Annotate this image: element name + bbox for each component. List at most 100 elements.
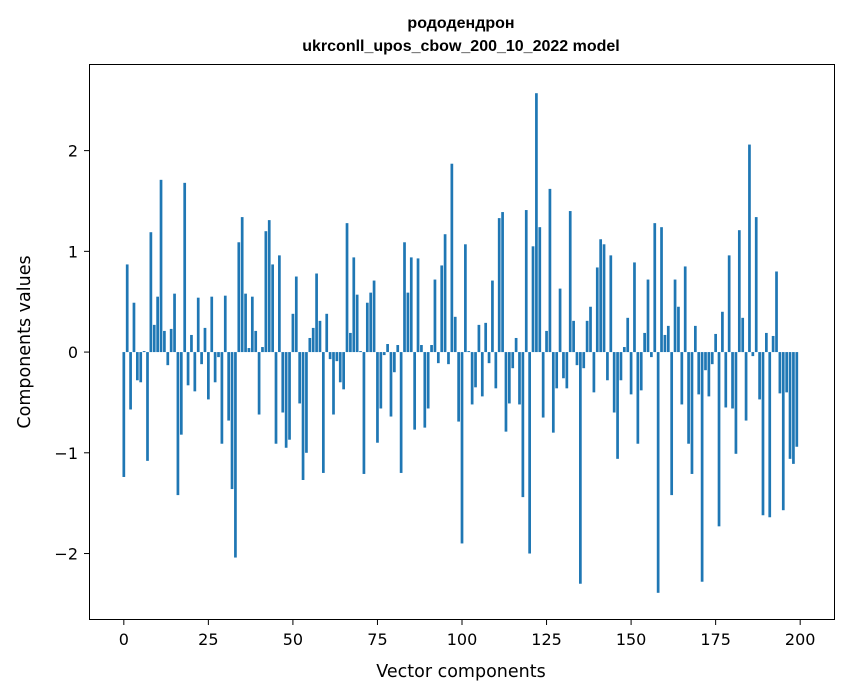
bar	[406, 292, 410, 353]
bar	[443, 234, 447, 353]
bar	[656, 352, 660, 593]
bar	[176, 352, 180, 496]
bar	[311, 327, 315, 353]
bar	[163, 330, 166, 353]
bar	[639, 352, 643, 391]
bar	[626, 317, 630, 353]
x-tick-label: 125	[531, 630, 562, 649]
bar	[156, 296, 159, 353]
bar	[484, 322, 488, 353]
bar	[599, 239, 603, 353]
bar	[629, 352, 633, 395]
bar	[349, 332, 352, 353]
y-tick-label: 1	[68, 242, 78, 261]
bar	[362, 352, 366, 474]
bar	[179, 352, 183, 435]
bar	[389, 352, 393, 417]
bar	[470, 352, 474, 405]
bar	[142, 351, 146, 353]
bar	[650, 352, 653, 358]
bar	[210, 296, 214, 353]
bar	[643, 332, 646, 353]
bar	[152, 324, 156, 353]
bar	[487, 352, 491, 364]
bar	[186, 352, 190, 386]
bar	[660, 227, 663, 353]
bar	[704, 352, 707, 371]
bar	[230, 352, 234, 490]
bar	[474, 352, 477, 388]
y-tick-label: 0	[68, 343, 78, 362]
bar	[237, 242, 241, 353]
bar	[589, 306, 592, 353]
bar	[758, 352, 761, 400]
bar	[768, 352, 772, 518]
bar	[555, 352, 559, 389]
bar	[335, 352, 339, 362]
bar	[744, 352, 748, 421]
bar	[663, 334, 667, 353]
bar	[653, 223, 657, 353]
bar	[673, 279, 677, 353]
bar	[318, 320, 322, 353]
bar	[677, 306, 680, 353]
bar	[737, 230, 741, 353]
bar	[741, 317, 745, 353]
bar	[595, 267, 599, 353]
bar	[724, 352, 728, 408]
bar	[193, 352, 197, 392]
bar	[436, 352, 440, 364]
bar	[288, 352, 291, 440]
bar	[558, 288, 562, 353]
bar	[514, 337, 518, 353]
x-axis: 0 25 50 75 100 125 150 175 200	[119, 619, 815, 649]
bar	[447, 352, 450, 365]
bar	[795, 352, 799, 447]
bar	[379, 352, 383, 409]
x-axis-label: Vector components	[376, 662, 545, 682]
bar	[734, 352, 738, 454]
bar	[149, 232, 153, 353]
bar	[592, 352, 596, 393]
bar	[697, 352, 701, 395]
bar	[616, 352, 619, 459]
bar	[359, 351, 362, 353]
bar	[541, 352, 545, 418]
bar	[430, 345, 433, 353]
bar	[585, 320, 589, 353]
bar	[707, 352, 711, 397]
bar	[562, 352, 565, 379]
bar	[294, 276, 298, 353]
bar	[220, 352, 224, 444]
bar	[200, 352, 203, 365]
bar	[207, 352, 210, 400]
bar	[203, 327, 207, 353]
bar	[714, 333, 717, 353]
bar	[636, 352, 640, 444]
bar	[305, 352, 308, 453]
bar	[183, 182, 187, 353]
bar	[423, 352, 427, 428]
x-tick-label: 175	[700, 630, 731, 649]
bar	[781, 352, 785, 511]
bar	[727, 255, 731, 353]
bar	[480, 352, 484, 397]
bar	[308, 337, 312, 353]
bar	[257, 352, 261, 415]
bar	[700, 352, 704, 582]
bar	[579, 352, 582, 584]
bar	[328, 352, 332, 360]
bar	[551, 352, 555, 433]
bar	[372, 280, 376, 353]
bar	[690, 352, 694, 474]
bar	[497, 218, 501, 353]
bar	[612, 352, 616, 413]
bar	[132, 302, 136, 353]
bar	[457, 352, 460, 422]
bar	[633, 262, 636, 353]
bar	[761, 352, 765, 516]
bar	[244, 293, 247, 353]
bar	[426, 352, 430, 409]
bar	[683, 266, 687, 353]
bar	[352, 257, 356, 353]
